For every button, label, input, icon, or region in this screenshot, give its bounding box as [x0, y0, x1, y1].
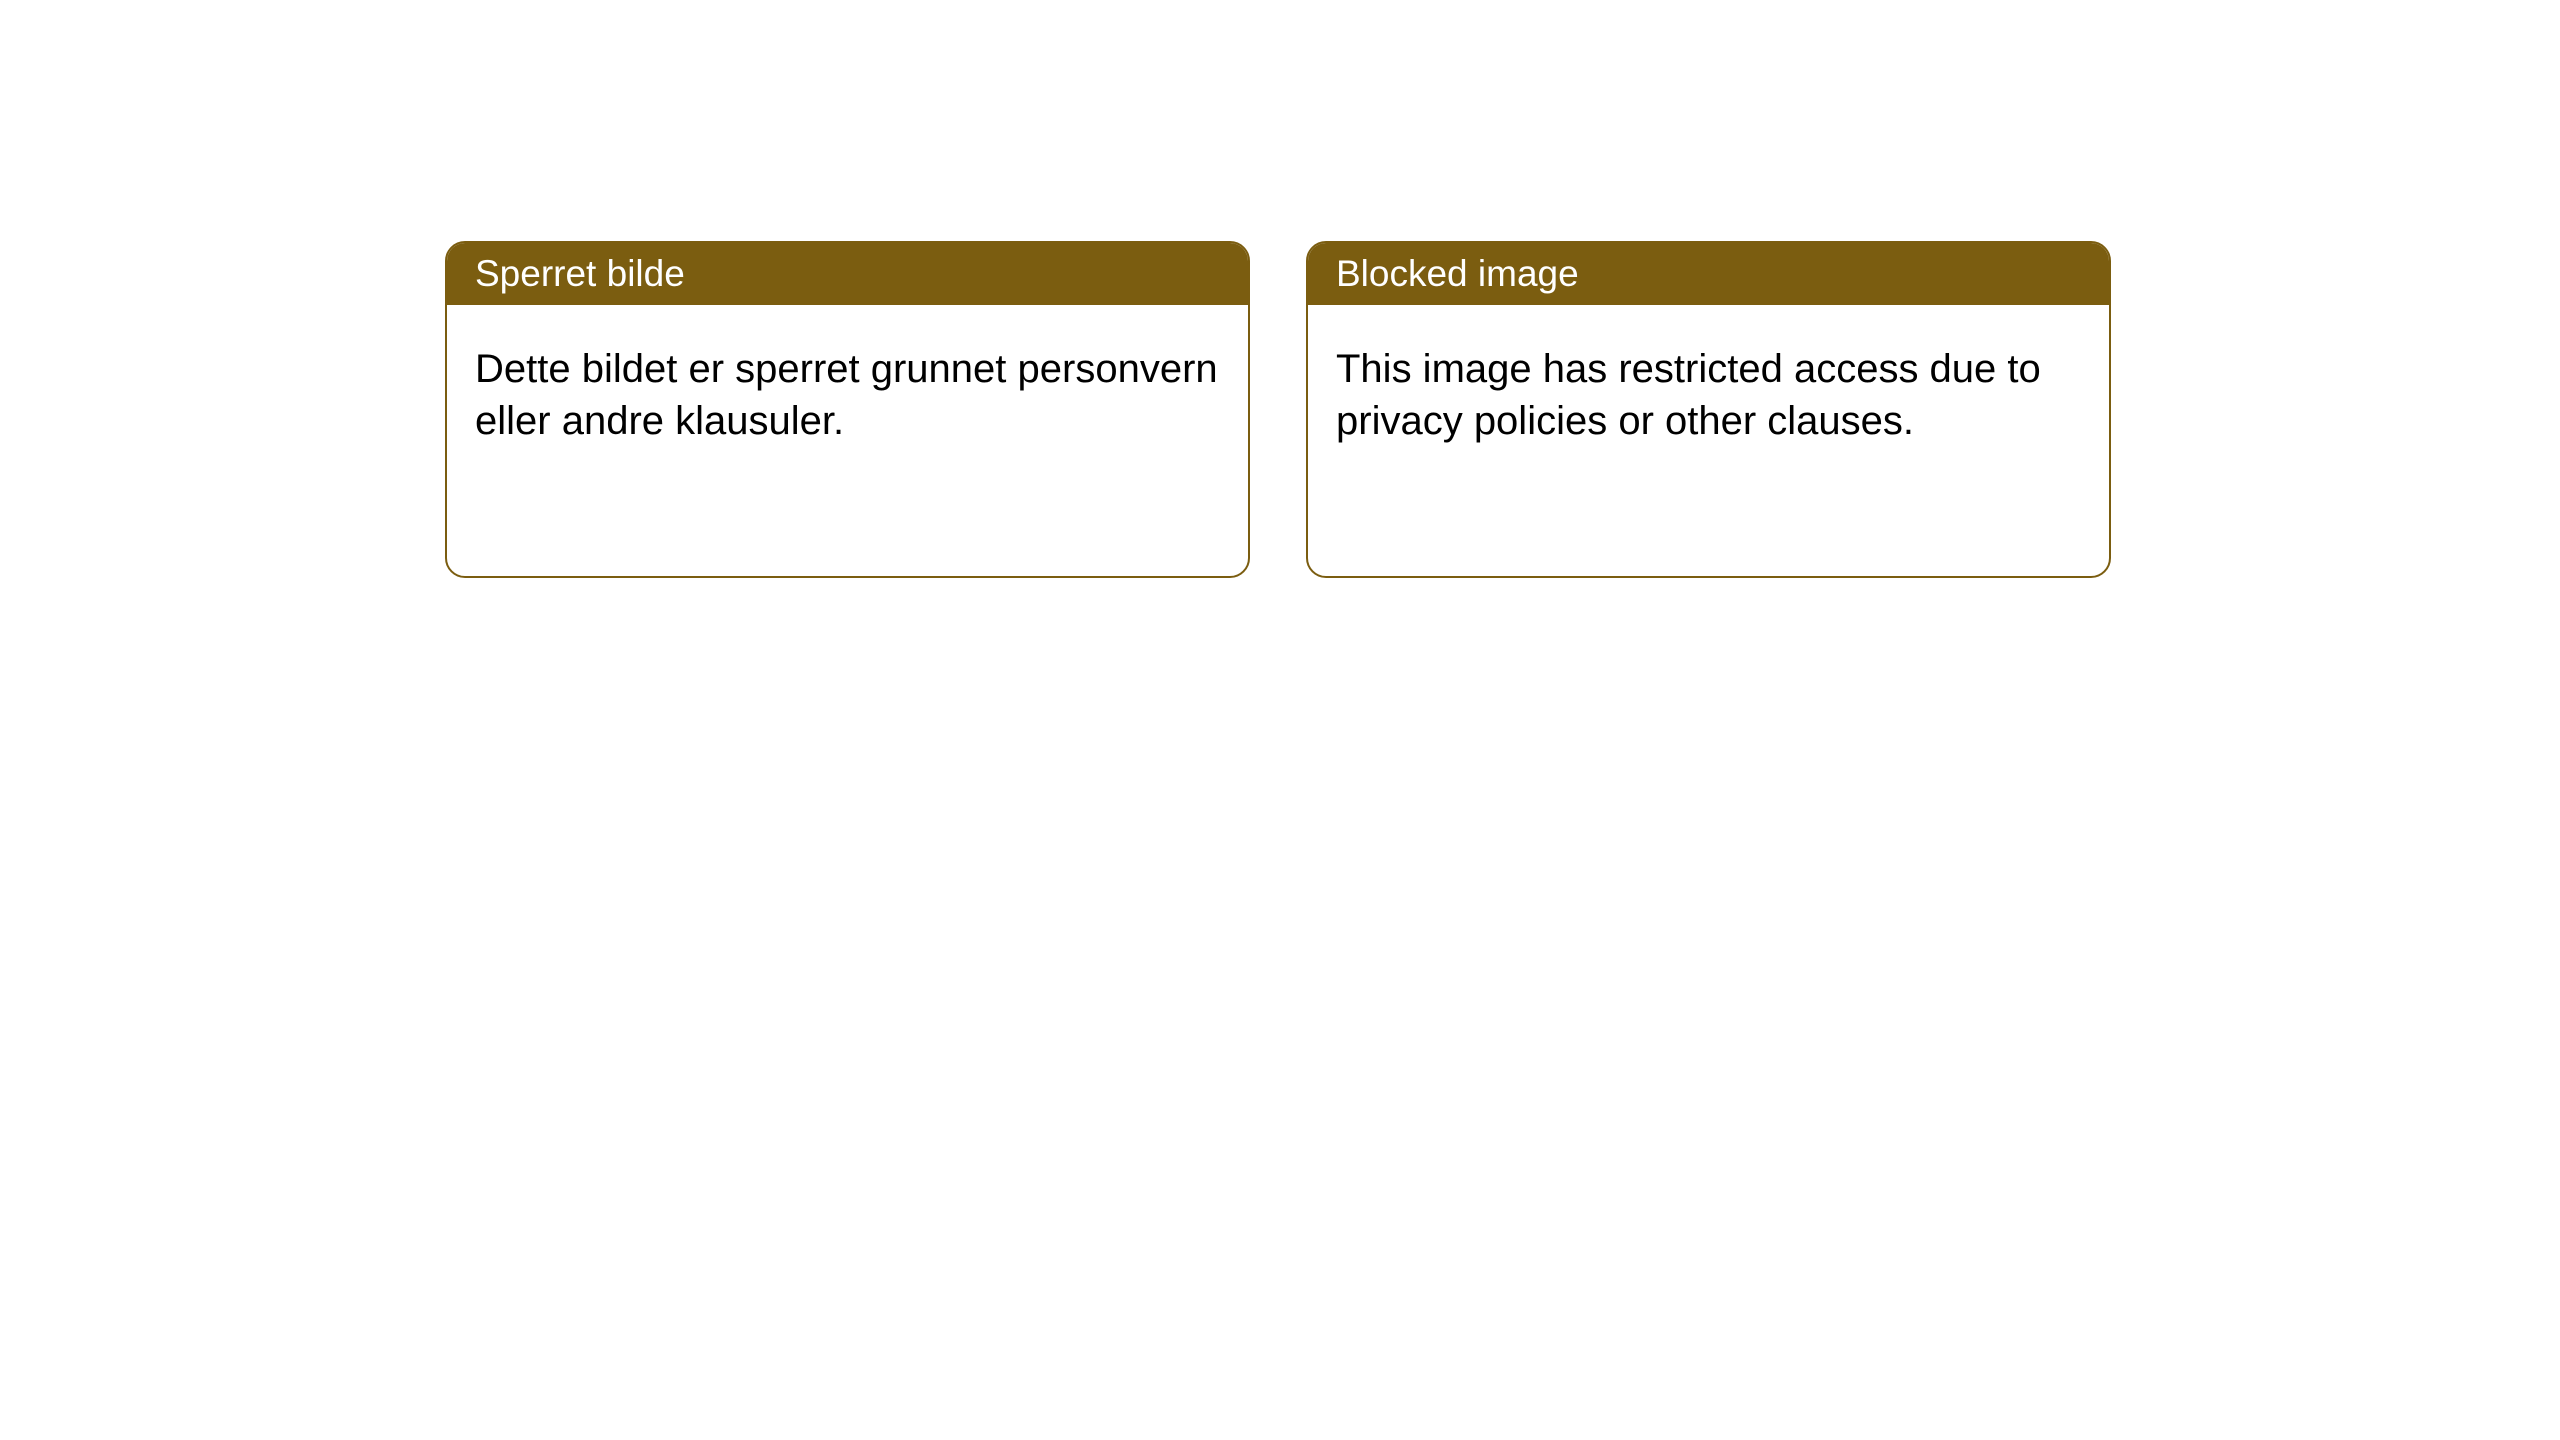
notice-card-english: Blocked image This image has restricted … — [1306, 241, 2111, 578]
notice-cards-container: Sperret bilde Dette bildet er sperret gr… — [0, 0, 2560, 578]
notice-card-norwegian: Sperret bilde Dette bildet er sperret gr… — [445, 241, 1250, 578]
card-body: Dette bildet er sperret grunnet personve… — [447, 305, 1248, 485]
card-body: This image has restricted access due to … — [1308, 305, 2109, 485]
card-title: Sperret bilde — [475, 253, 685, 294]
card-header: Blocked image — [1308, 243, 2109, 305]
card-header: Sperret bilde — [447, 243, 1248, 305]
card-title: Blocked image — [1336, 253, 1579, 294]
card-body-text: This image has restricted access due to … — [1336, 347, 2041, 443]
card-body-text: Dette bildet er sperret grunnet personve… — [475, 347, 1218, 443]
